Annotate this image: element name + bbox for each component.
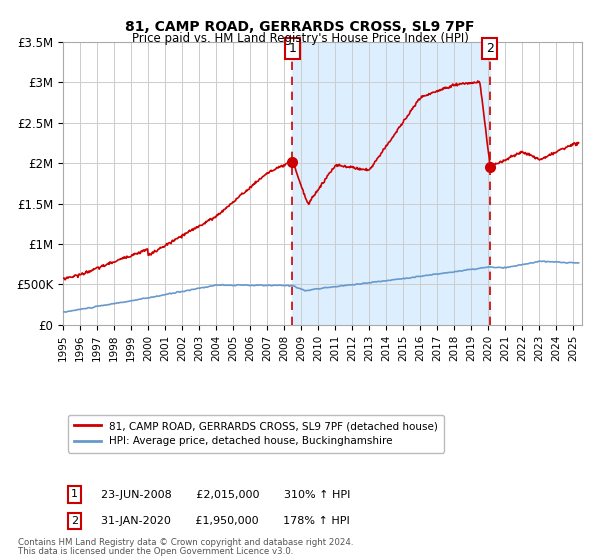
Text: 2: 2 [71, 516, 78, 526]
Text: Price paid vs. HM Land Registry's House Price Index (HPI): Price paid vs. HM Land Registry's House … [131, 32, 469, 45]
Text: 1: 1 [71, 489, 78, 500]
Text: 81, CAMP ROAD, GERRARDS CROSS, SL9 7PF: 81, CAMP ROAD, GERRARDS CROSS, SL9 7PF [125, 20, 475, 34]
Text: This data is licensed under the Open Government Licence v3.0.: This data is licensed under the Open Gov… [18, 548, 293, 557]
Text: Contains HM Land Registry data © Crown copyright and database right 2024.: Contains HM Land Registry data © Crown c… [18, 539, 353, 548]
Text: 31-JAN-2020       £1,950,000       178% ↑ HPI: 31-JAN-2020 £1,950,000 178% ↑ HPI [94, 516, 350, 526]
Legend: 81, CAMP ROAD, GERRARDS CROSS, SL9 7PF (detached house), HPI: Average price, det: 81, CAMP ROAD, GERRARDS CROSS, SL9 7PF (… [68, 415, 444, 452]
Text: 2: 2 [486, 42, 494, 55]
Text: 1: 1 [288, 42, 296, 55]
Text: 23-JUN-2008       £2,015,000       310% ↑ HPI: 23-JUN-2008 £2,015,000 310% ↑ HPI [94, 489, 350, 500]
Bar [292, 42, 490, 325]
